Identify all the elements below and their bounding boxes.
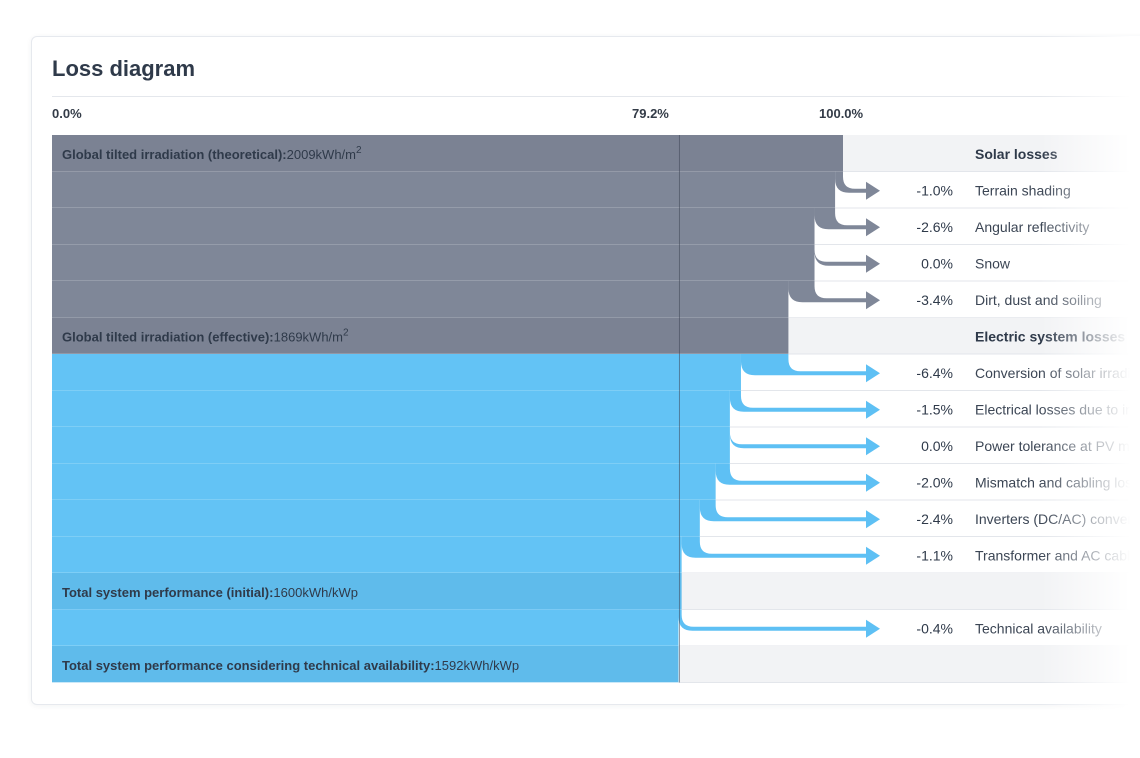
loss-arrow-band: [814, 208, 868, 230]
loss-name: Dirt, dust and soiling: [975, 292, 1102, 308]
loss-name: Angular reflectivity: [975, 219, 1089, 235]
loss-arrowhead: [866, 510, 880, 529]
axis-tick-100: 100.0%: [819, 106, 864, 121]
loss-name: Electrical losses due to inter-row shadi…: [975, 402, 1140, 418]
loss-arrow-band: [729, 390, 868, 412]
loss-arrow-band: [729, 427, 868, 449]
loss-arrow-band: [681, 536, 868, 558]
loss-row-bar: [52, 427, 730, 464]
loss-percent: -0.4%: [916, 621, 953, 637]
total-bar-shade: [52, 573, 682, 610]
total-label-name: Global tilted irradiation (theoretical):: [62, 147, 287, 162]
loss-arrowhead: [866, 364, 880, 383]
total-label-superscript: 2: [356, 145, 362, 156]
total-label-name: Global tilted irradiation (effective):: [62, 330, 274, 345]
loss-percent: -1.0%: [916, 183, 953, 199]
loss-row-bar: [52, 390, 730, 427]
loss-arrow-band: [788, 281, 868, 303]
loss-percent: -1.5%: [916, 402, 953, 418]
total-label-name: Total system performance considering tec…: [62, 658, 435, 673]
section-header: Solar losses: [975, 146, 1058, 162]
total-label-superscript: 2: [343, 328, 349, 339]
loss-percent: -6.4%: [916, 365, 953, 381]
loss-arrowhead: [866, 400, 880, 419]
loss-row-bar: [52, 244, 815, 281]
loss-arrowhead: [866, 437, 880, 456]
loss-name: Snow: [975, 256, 1011, 272]
loss-name: Mismatch and cabling losses: [975, 475, 1140, 491]
loss-row-bar: [52, 354, 741, 391]
loss-percent: -1.1%: [916, 548, 953, 564]
loss-arrow-band: [835, 171, 868, 193]
loss-arrowhead: [866, 546, 880, 565]
loss-row-bar: [52, 609, 679, 646]
loss-row-bar: [52, 281, 789, 318]
total-bar: [52, 646, 679, 683]
total-label-name: Total system performance (initial):: [62, 585, 273, 600]
total-label: Total system performance considering tec…: [62, 658, 519, 673]
total-row-background: [681, 573, 1140, 610]
loss-name: Power tolerance at PV modules: [975, 438, 1140, 454]
loss-arrowhead: [866, 254, 880, 273]
loss-row-bar: [52, 463, 716, 500]
loss-arrow-band: [699, 500, 868, 522]
page-title: Loss diagram: [52, 56, 196, 81]
axis-tick-0: 0.0%: [52, 106, 82, 121]
loss-row-bar: [52, 500, 700, 537]
loss-name: Transformer and AC cabling losses: [975, 548, 1140, 564]
section-header: Electric system losses: [975, 329, 1125, 345]
total-label: Global tilted irradiation (theoretical):…: [62, 145, 362, 162]
loss-percent: 0.0%: [921, 256, 953, 272]
loss-row-bar: [52, 171, 836, 208]
loss-arrowhead: [866, 291, 880, 310]
title-divider: [52, 96, 1140, 97]
loss-arrowhead: [866, 181, 880, 200]
loss-row-bar: [52, 536, 682, 573]
total-label: Total system performance (initial):1600k…: [62, 585, 358, 600]
loss-name: Conversion of solar irradiation: [975, 365, 1140, 381]
loss-row-bar: [52, 208, 815, 245]
total-label-value: 2009kWh/m: [287, 147, 356, 162]
total-label-value: 1600kWh/kWp: [273, 585, 358, 600]
total-label-value: 1869kWh/m: [274, 330, 343, 345]
loss-name: Technical availability: [975, 621, 1102, 637]
loss-name: Terrain shading: [975, 183, 1071, 199]
loss-percent: -2.4%: [916, 511, 953, 527]
total-bar: [52, 317, 789, 354]
loss-arrow-band: [678, 609, 868, 631]
loss-arrowhead: [866, 473, 880, 492]
loss-name: Inverters (DC/AC) conversion: [975, 511, 1140, 527]
total-bar-shade: [52, 646, 679, 683]
loss-percent: -2.6%: [916, 219, 953, 235]
loss-arrow-band: [814, 244, 868, 266]
total-label: Global tilted irradiation (effective):18…: [62, 328, 349, 345]
total-label-value: 1592kWh/kWp: [435, 658, 520, 673]
total-row-background: [678, 646, 1140, 683]
loss-arrow-band: [740, 354, 868, 376]
total-bar: [52, 135, 843, 172]
loss-percent: 0.0%: [921, 438, 953, 454]
axis-tick-79: 79.2%: [632, 106, 669, 121]
loss-arrow-band: [715, 463, 868, 485]
loss-arrowhead: [866, 619, 880, 638]
total-bar: [52, 573, 682, 610]
loss-arrowhead: [866, 218, 880, 237]
loss-percent: -2.0%: [916, 475, 953, 491]
loss-percent: -3.4%: [916, 292, 953, 308]
